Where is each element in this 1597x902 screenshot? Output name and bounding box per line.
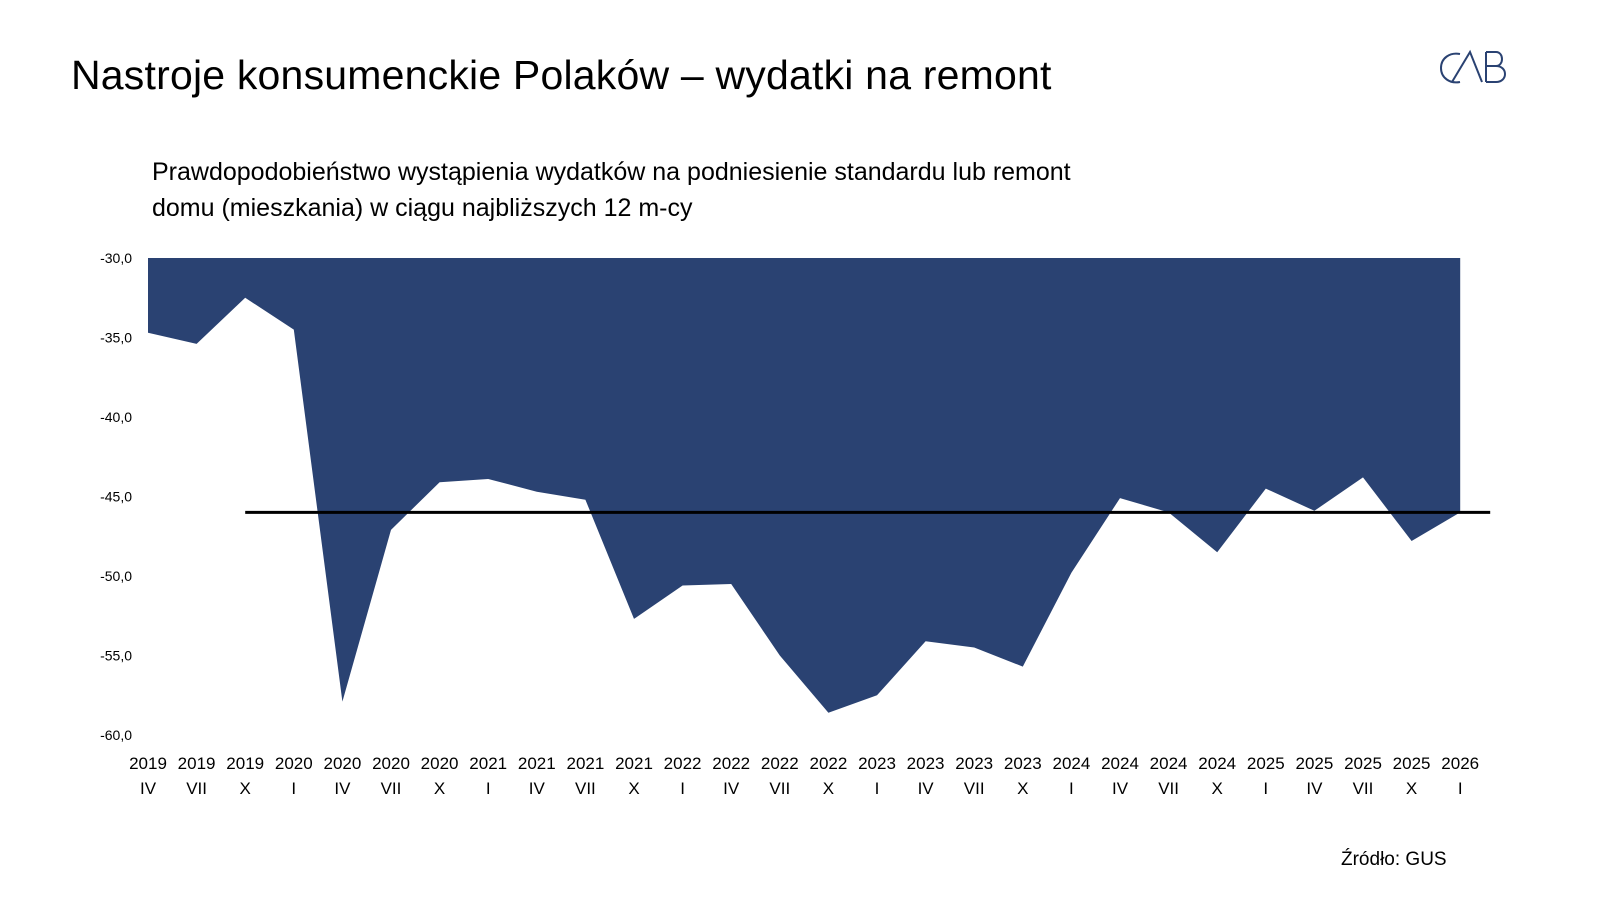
area-layer xyxy=(147,258,1461,713)
x-tick-quarter: X xyxy=(434,779,445,798)
x-tick-quarter: IV xyxy=(1112,779,1129,798)
x-tick-year: 2026 xyxy=(1441,754,1479,773)
x-tick-quarter: VII xyxy=(186,779,207,798)
x-tick-year: 2023 xyxy=(907,754,945,773)
x-tick-year: 2024 xyxy=(1150,754,1188,773)
x-tick-year: 2019 xyxy=(129,754,167,773)
x-tick-quarter: I xyxy=(1069,779,1074,798)
x-tick-quarter: I xyxy=(1458,779,1463,798)
y-tick-label: -30,0 xyxy=(100,250,132,266)
x-tick-quarter: VII xyxy=(964,779,985,798)
x-tick-quarter: VII xyxy=(769,779,790,798)
page-title: Nastroje konsumenckie Polaków – wydatki … xyxy=(71,52,1052,98)
x-tick-year: 2020 xyxy=(372,754,410,773)
x-tick-quarter: X xyxy=(628,779,639,798)
x-tick-quarter: X xyxy=(240,779,251,798)
x-tick-quarter: X xyxy=(1017,779,1028,798)
x-tick-quarter: I xyxy=(291,779,296,798)
x-tick-quarter: X xyxy=(1406,779,1417,798)
x-tick-quarter: VII xyxy=(1158,779,1179,798)
x-tick-year: 2021 xyxy=(469,754,507,773)
x-tick-year: 2022 xyxy=(712,754,750,773)
y-tick-label: -55,0 xyxy=(100,648,132,664)
y-tick-label: -60,0 xyxy=(100,727,132,743)
chart-subtitle-line2: domu (mieszkania) w ciągu najbliższych 1… xyxy=(152,194,693,222)
x-tick-year: 2023 xyxy=(955,754,993,773)
x-tick-year: 2020 xyxy=(275,754,313,773)
x-tick-year: 2025 xyxy=(1295,754,1333,773)
y-tick-label: -40,0 xyxy=(100,409,132,425)
y-axis: -30,0 -35,0 -40,0 -45,0 -50,0 -55,0 -60,0 xyxy=(100,250,132,743)
y-tick-label: -45,0 xyxy=(100,489,132,505)
x-tick-quarter: I xyxy=(486,779,491,798)
x-tick-quarter: IV xyxy=(1306,779,1323,798)
x-tick-year: 2022 xyxy=(809,754,847,773)
x-tick-year: 2021 xyxy=(518,754,556,773)
x-tick-quarter: VII xyxy=(1353,779,1374,798)
x-tick-quarter: X xyxy=(1212,779,1223,798)
x-tick-year: 2024 xyxy=(1052,754,1090,773)
x-tick-year: 2024 xyxy=(1198,754,1236,773)
cab-logo xyxy=(1439,49,1506,84)
y-tick-label: -50,0 xyxy=(100,568,132,584)
x-tick-year: 2019 xyxy=(226,754,264,773)
logo-b-stroke xyxy=(1485,51,1506,83)
x-tick-quarter: I xyxy=(875,779,880,798)
x-tick-year: 2022 xyxy=(664,754,702,773)
x-tick-year: 2020 xyxy=(323,754,361,773)
x-tick-quarter: IV xyxy=(334,779,351,798)
x-tick-year: 2025 xyxy=(1393,754,1431,773)
x-tick-year: 2025 xyxy=(1247,754,1285,773)
x-tick-quarter: I xyxy=(680,779,685,798)
chart-subtitle: Prawdopodobieństwo wystąpienia wydatków … xyxy=(152,154,1302,226)
x-tick-year: 2021 xyxy=(615,754,653,773)
logo-a-stroke xyxy=(1451,49,1483,83)
x-tick-year: 2023 xyxy=(1004,754,1042,773)
x-tick-year: 2020 xyxy=(421,754,459,773)
x-tick-year: 2019 xyxy=(178,754,216,773)
series-area xyxy=(148,258,1461,713)
x-tick-quarter: VII xyxy=(575,779,596,798)
x-tick-year: 2021 xyxy=(566,754,604,773)
chart-subtitle-line1: Prawdopodobieństwo wystąpienia wydatków … xyxy=(152,158,1071,186)
x-tick-quarter: I xyxy=(1263,779,1268,798)
source-note: Źródło: GUS xyxy=(1341,849,1447,870)
x-tick-year: 2025 xyxy=(1344,754,1382,773)
x-tick-year: 2024 xyxy=(1101,754,1139,773)
x-axis: 2019 IV 2019 VII 2019 X 2020 I 2020 IV 2020 VII 2020… xyxy=(129,754,1479,798)
x-tick-quarter: IV xyxy=(140,779,157,798)
x-tick-quarter: IV xyxy=(723,779,740,798)
x-tick-year: 2022 xyxy=(761,754,799,773)
x-tick-quarter: X xyxy=(823,779,834,798)
x-tick-quarter: IV xyxy=(529,779,546,798)
y-tick-label: -35,0 xyxy=(100,330,132,346)
x-tick-quarter: VII xyxy=(381,779,402,798)
x-tick-quarter: IV xyxy=(918,779,935,798)
x-tick-year: 2023 xyxy=(858,754,896,773)
